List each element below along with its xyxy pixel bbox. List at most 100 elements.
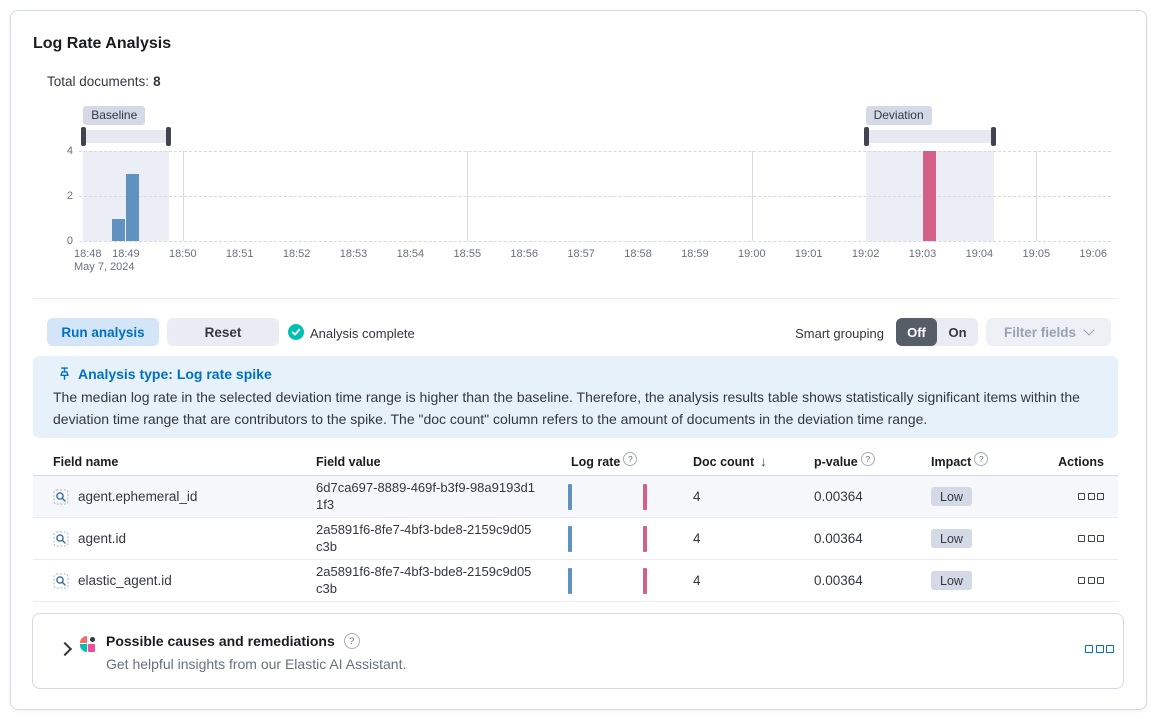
row-actions-button[interactable] (1078, 535, 1104, 542)
baseline-brush-handle-left[interactable] (81, 127, 87, 146)
field-filter-icon[interactable] (53, 531, 69, 547)
question-in-circle-icon: ? (623, 451, 638, 466)
column-header-field-name[interactable]: Field name (53, 454, 119, 469)
panel-actions-button[interactable] (1085, 645, 1114, 653)
divider (33, 298, 1118, 299)
impact-badge: Low (931, 487, 972, 506)
field-value: 2a5891f6-8fe7-4bf3-bde8-2159c9d05c3b (316, 522, 532, 554)
smart-grouping-label: Smart grouping (795, 326, 884, 341)
x-axis-label: 18:59 (681, 248, 709, 260)
x-axis-label: 19:01 (794, 248, 823, 260)
x-axis-label: 19:05 (1022, 248, 1051, 260)
smart-grouping-on-button[interactable]: On (948, 324, 967, 340)
sort-descending-icon: ↓ (760, 454, 767, 469)
gridline (1036, 151, 1038, 241)
deviation-badge: Deviation (865, 106, 932, 125)
impact-badge: Low (931, 571, 972, 590)
filter-fields-button[interactable]: Filter fields (986, 318, 1111, 346)
x-axis-label: 18:50 (169, 248, 197, 260)
filter-fields-label: Filter fields (1003, 324, 1076, 340)
x-axis-label: 19:00 (738, 248, 766, 260)
x-axis-date-label: May 7, 2024 (74, 261, 135, 273)
x-axis-label: 19:02 (851, 248, 880, 260)
column-header-p-value[interactable]: p-value? (794, 448, 911, 475)
field-name: agent.id (78, 531, 127, 546)
p-value-cell: 0.00364 (814, 531, 863, 546)
doc-count-cell: 4 (693, 489, 701, 504)
log-rate-mini-chart (567, 482, 659, 512)
field-value: 6d7ca697-8889-469f-b3f9-98a9193d11f3 (316, 480, 536, 512)
row-actions-button[interactable] (1078, 493, 1104, 500)
baseline-brush[interactable] (83, 130, 169, 143)
deviation-brush[interactable] (865, 130, 994, 143)
smart-grouping-off-button[interactable]: Off (896, 318, 937, 346)
x-axis-label: 18:51 (225, 248, 254, 260)
x-axis-label: 18:49 (112, 248, 140, 260)
baseline-badge: Baseline (83, 106, 146, 125)
doc-count-cell: 4 (693, 573, 701, 588)
gridline (467, 151, 469, 241)
x-axis-label: 18:52 (282, 248, 311, 260)
gridline (79, 196, 1111, 197)
x-axis-label: 18:53 (339, 248, 368, 260)
chevron-right-icon[interactable] (57, 641, 73, 657)
deviation-bar (643, 525, 647, 552)
deviation-brush-handle-right[interactable] (990, 127, 996, 146)
x-axis-label: 18:58 (624, 248, 652, 260)
x-axis-label: 18:57 (567, 248, 595, 260)
baseline-bar (568, 483, 572, 510)
table-row: agent.id 2a5891f6-8fe7-4bf3-bde8-2159c9d… (33, 518, 1118, 560)
baseline-bar (568, 525, 572, 552)
field-filter-icon[interactable] (53, 573, 69, 589)
field-filter-icon[interactable] (53, 489, 69, 505)
column-header-impact[interactable]: Impact? (911, 448, 1031, 475)
run-analysis-button[interactable]: Run analysis (47, 318, 159, 346)
gridline (751, 151, 753, 241)
column-header-actions: Actions (1058, 454, 1104, 469)
baseline-bar (568, 567, 572, 594)
field-value: 2a5891f6-8fe7-4bf3-bde8-2159c9d05c3b (316, 564, 532, 596)
smart-grouping-toggle: Off On (896, 318, 978, 346)
chevron-down-icon (1083, 324, 1095, 336)
analysis-type-callout: Analysis type: Log rate spike The median… (33, 356, 1118, 438)
y-axis-label: 0 (66, 235, 73, 247)
p-value-cell: 0.00364 (814, 489, 863, 504)
table-row: agent.ephemeral_id 6d7ca697-8889-469f-b3… (33, 476, 1118, 518)
table-header-row: Field name Field value Log rate? Doc cou… (33, 448, 1118, 476)
question-in-circle-icon: ? (860, 451, 875, 466)
deviation-doc-count-bar (922, 151, 936, 241)
field-name: agent.ephemeral_id (78, 489, 198, 504)
log-rate-mini-chart (567, 566, 659, 596)
deviation-brush-handle-left[interactable] (863, 127, 869, 146)
baseline-brush-handle-right[interactable] (165, 127, 171, 146)
column-header-log-rate[interactable]: Log rate? (551, 448, 673, 475)
column-header-doc-count[interactable]: Doc count ↓ (693, 454, 767, 469)
row-actions-button[interactable] (1078, 577, 1104, 584)
help-icon[interactable]: ? (343, 633, 360, 649)
y-axis-label: 4 (66, 145, 73, 157)
possible-causes-title: Possible causes and remediations (106, 633, 335, 649)
x-axis-label: 18:55 (453, 248, 482, 260)
reset-button[interactable]: Reset (167, 318, 279, 346)
total-documents-value: 8 (153, 74, 161, 89)
log-rate-mini-chart (567, 524, 659, 554)
question-in-circle-icon: ? (974, 451, 989, 466)
x-axis-label: 19:06 (1079, 248, 1107, 260)
pin-icon (57, 366, 72, 386)
baseline-doc-count-bar (125, 173, 139, 241)
column-header-field-value[interactable]: Field value (316, 454, 381, 469)
possible-causes-panel[interactable]: Possible causes and remediations ? Get h… (32, 613, 1124, 689)
gridline (182, 151, 184, 241)
x-axis-label: 19:03 (908, 248, 937, 260)
baseline-doc-count-bar (111, 218, 125, 241)
table-row: elastic_agent.id 2a5891f6-8fe7-4bf3-bde8… (33, 560, 1118, 602)
deviation-bar (643, 483, 647, 510)
possible-causes-subtitle: Get helpful insights from our Elastic AI… (106, 656, 407, 672)
callout-body: The median log rate in the selected devi… (53, 389, 1080, 427)
check-circle-icon (288, 324, 304, 340)
deviation-bar (643, 567, 647, 594)
doc-count-histogram: 4 2 0 18:48 18:49 18:50 18:51 18:52 18:53 18:54 18… (33, 106, 1118, 278)
y-axis-label: 2 (66, 190, 73, 202)
analysis-status: Analysis complete (310, 326, 415, 341)
